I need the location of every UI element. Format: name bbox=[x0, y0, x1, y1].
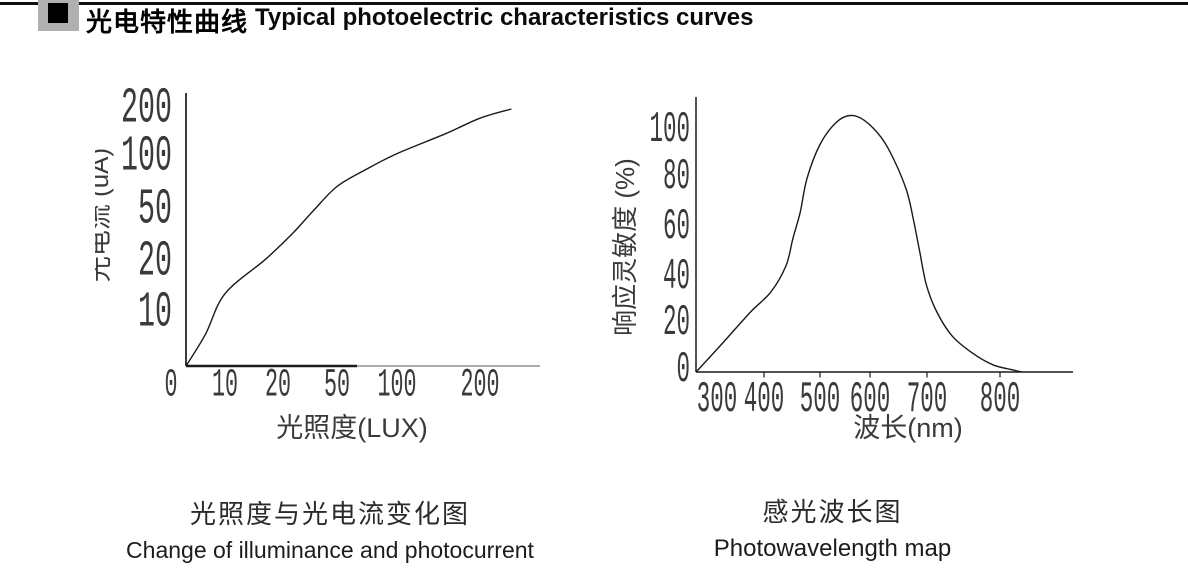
photocurrent-vs-illuminance-curve bbox=[185, 108, 512, 367]
top-divider bbox=[0, 2, 1188, 5]
x-tick-label: 200 bbox=[461, 364, 500, 409]
left-chart-caption: 光照度与光电流变化图 Change of illuminance and pho… bbox=[95, 494, 565, 564]
y-tick-label: 60 bbox=[663, 202, 690, 252]
y-axis-title: 光电流 (uA) bbox=[95, 148, 114, 282]
y-tick-label: 50 bbox=[138, 182, 172, 239]
x-tick-label: 100 bbox=[378, 364, 417, 409]
y-tick-label: 200 bbox=[121, 85, 172, 138]
x-tick-label: 50 bbox=[324, 364, 350, 409]
x-axis-title: 光照度(LUX) bbox=[276, 413, 428, 443]
x-tick-label: 300 bbox=[697, 375, 738, 425]
section-title-zh: 光电特性曲线 bbox=[86, 7, 249, 37]
left-caption-en: Change of illuminance and photocurrent bbox=[126, 537, 534, 563]
y-tick-label: 80 bbox=[663, 152, 690, 202]
x-tick-label: 0 bbox=[165, 364, 178, 409]
right-caption-zh: 感光波长图 bbox=[762, 497, 903, 527]
x-tick-label: 800 bbox=[980, 375, 1021, 425]
x-tick-label: 500 bbox=[800, 375, 841, 425]
x-tick-label: 600 bbox=[850, 375, 891, 425]
section-title-en: Typical photoelectric characteristics cu… bbox=[255, 4, 754, 31]
y-tick-label: 100 bbox=[650, 105, 691, 155]
y-tick-label: 10 bbox=[138, 285, 172, 342]
y-tick-label: 40 bbox=[663, 252, 690, 302]
x-axis-title: 波长(nm) bbox=[853, 413, 963, 443]
black-square-icon bbox=[48, 3, 68, 23]
y-axis-title: 响应灵敏度 (%) bbox=[610, 158, 640, 336]
y-tick-label: 20 bbox=[663, 298, 690, 348]
right-caption-en: Photowavelength map bbox=[713, 535, 952, 562]
right-chart-caption: 感光波长图 Photowavelength map bbox=[610, 492, 1055, 563]
x-tick-label: 20 bbox=[265, 364, 291, 409]
x-tick-label: 700 bbox=[907, 375, 948, 425]
y-tick-label: 20 bbox=[138, 234, 172, 291]
spectral-response-curve bbox=[695, 114, 1022, 373]
x-tick-label: 10 bbox=[212, 364, 238, 409]
left-caption-zh: 光照度与光电流变化图 bbox=[189, 499, 470, 529]
y-tick-label: 100 bbox=[121, 129, 172, 186]
x-tick-label: 400 bbox=[744, 375, 785, 425]
y-tick-label: 0 bbox=[677, 345, 691, 395]
section-bullet-highlight bbox=[38, 0, 79, 31]
